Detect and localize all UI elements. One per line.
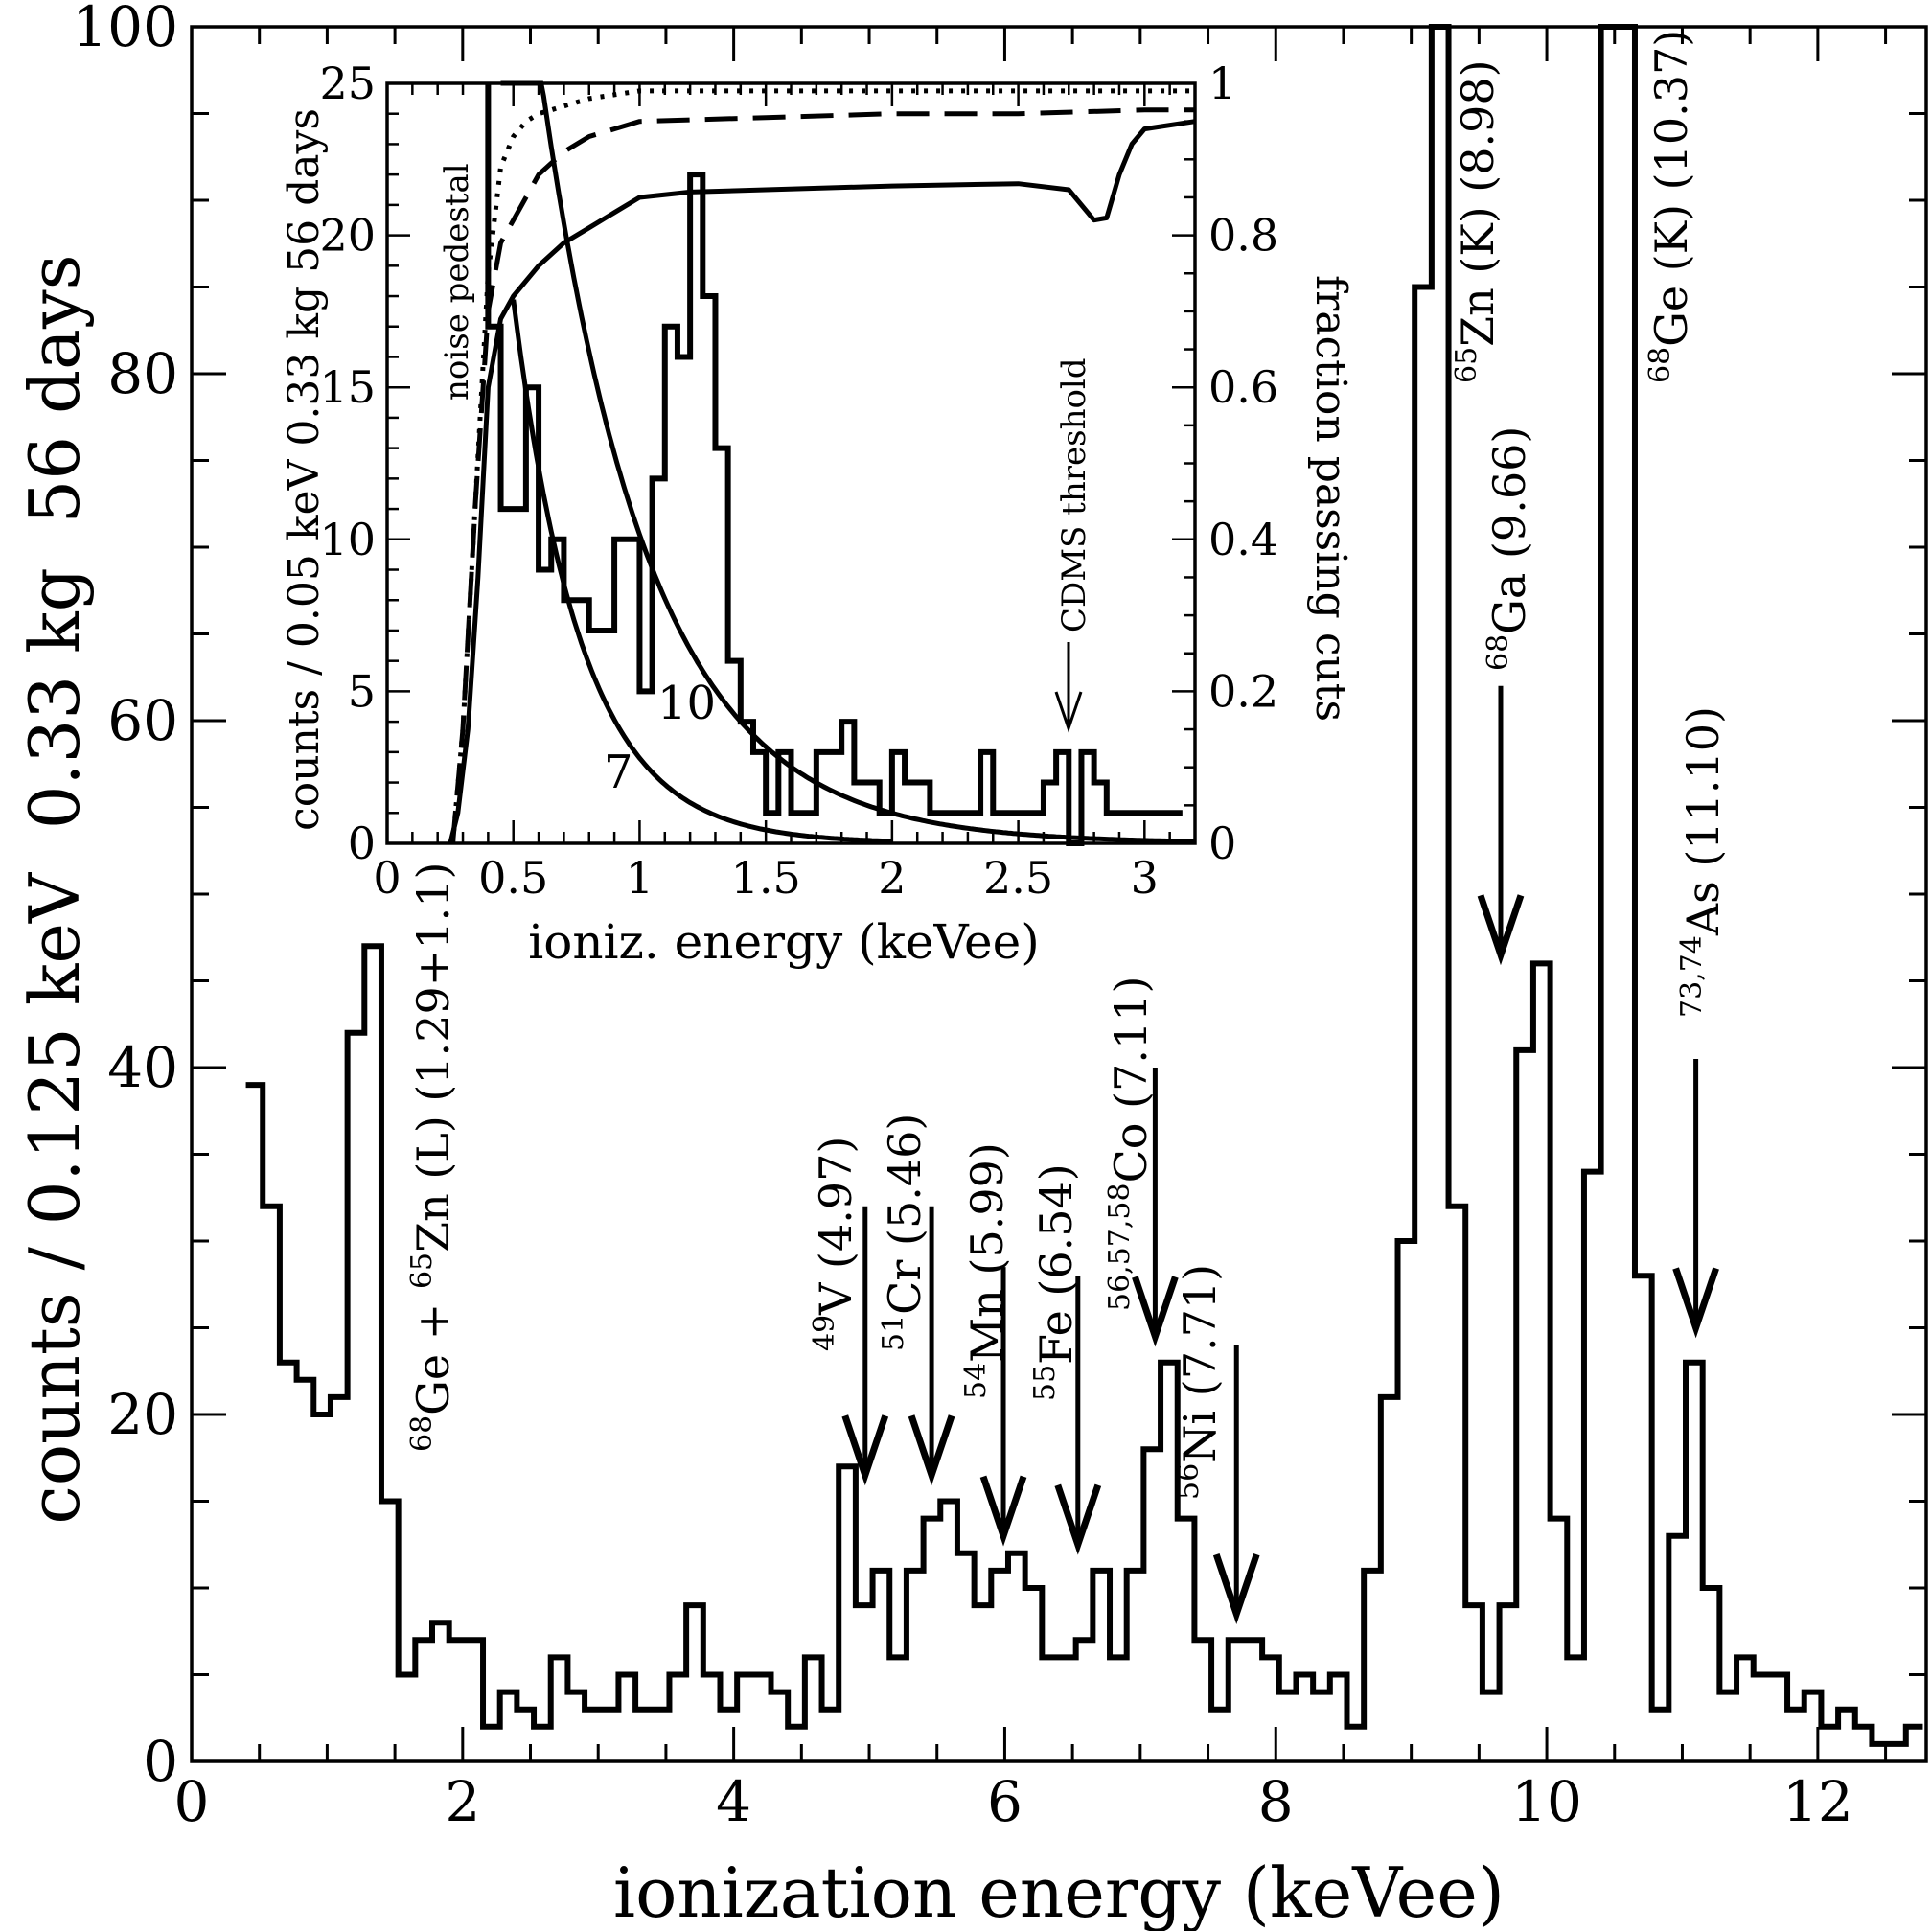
inset-y2-tick-label: 0.8 (1208, 210, 1278, 262)
inset-x-tick-label: 0.5 (478, 852, 548, 904)
main-x-tick-label: 0 (174, 1769, 210, 1834)
main-x-tick-label: 8 (1258, 1769, 1294, 1834)
peak-label-fe: 55Fe (6.54) (1028, 1163, 1082, 1401)
peak-label-zn-k: 65Zn (K) (8.98) (1450, 59, 1504, 383)
fit-curve-7 (511, 299, 892, 844)
peak-arrow (908, 1206, 955, 1486)
inset-y2-tick-label: 1 (1208, 57, 1236, 109)
peak-label-cr: 51Cr (5.46) (877, 1114, 931, 1351)
inset-x-tick-label: 1 (626, 852, 654, 904)
main-histogram (245, 24, 1923, 1747)
inset-x-tick-label: 2 (878, 852, 906, 904)
peak-arrow (1672, 1058, 1719, 1339)
inset-x-tick-label: 2.5 (983, 852, 1053, 904)
cdms-threshold-label: CDMS threshold (1055, 357, 1093, 632)
main-x-tick-label: 6 (987, 1769, 1023, 1834)
inset-y-tick-label: 25 (319, 57, 376, 109)
main-y-tick-label: 100 (72, 0, 178, 59)
peak-arrow (1054, 1276, 1102, 1555)
inset-y-tick-label: 5 (348, 665, 376, 717)
inset-y2-tick-label: 0.4 (1208, 514, 1278, 565)
main-peak-arrows (841, 685, 1719, 1625)
peak-arrow (1132, 1068, 1179, 1347)
curve-label-10: 10 (657, 677, 716, 730)
inset-x-tick-label: 1.5 (731, 852, 801, 904)
inset-y-axis-label: counts / 0.05 keV 0.33 kg 56 days (280, 108, 329, 831)
peak-label-ge-zn-l: 68Ge + 65Zn (L) (1.29+1.1) (405, 862, 459, 1452)
curve-label-7: 7 (604, 746, 633, 799)
peak-label-co: 56,57,58Co (7.11) (1103, 977, 1157, 1311)
peak-arrow (979, 1267, 1027, 1547)
main-y-tick-label: 40 (107, 1035, 178, 1100)
main-x-axis-label: ionization energy (keVee) (613, 1852, 1505, 1931)
inset-y-tick-label: 20 (319, 210, 376, 262)
inset-y-tick-label: 15 (319, 361, 376, 413)
main-x-tick-label: 2 (445, 1769, 480, 1834)
inset-y2-tick-label: 0.2 (1208, 665, 1278, 717)
peak-arrow (1212, 1345, 1260, 1625)
peak-arrow (1477, 685, 1525, 966)
inset-y-tick-label: 10 (319, 514, 376, 565)
main-y-tick-label: 60 (107, 688, 178, 753)
inset-y2-tick-label: 0 (1208, 817, 1236, 869)
main-y-tick-label: 0 (143, 1729, 178, 1794)
peak-label-as: 73,74As (11.10) (1675, 706, 1729, 1018)
peak-label-ga: 68Ga (9.66) (1482, 426, 1535, 671)
efficiency-curve-solid (448, 119, 1196, 844)
inset-y2-axis-label: fraction passing cuts (1306, 275, 1355, 722)
noise-pedestal-label: noise pedestal (438, 163, 476, 401)
main-y-axis-label: counts / 0.125 keV 0.33 kg 56 days (14, 254, 95, 1524)
main-x-tick-label: 12 (1782, 1769, 1853, 1834)
peak-label-ge-k: 68Ge (K) (10.37) (1644, 30, 1697, 383)
peak-label-v: 49V (4.97) (808, 1137, 862, 1351)
inset-y-tick-label: 0 (348, 817, 376, 869)
cdms-threshold-arrow (1054, 642, 1083, 733)
peak-label-ni: 56Ni (7.71) (1172, 1264, 1226, 1500)
peak-label-mn: 54Mn (5.99) (959, 1142, 1013, 1399)
inset-y2-tick-label: 0.6 (1208, 361, 1278, 413)
inset-x-tick-label: 0 (373, 852, 401, 904)
main-tick-marks (190, 25, 1926, 1763)
main-x-tick-label: 4 (716, 1769, 751, 1834)
inset-histogram (485, 83, 1183, 846)
main-y-tick-label: 20 (107, 1382, 178, 1447)
inset-x-axis-label: ioniz. energy (keVee) (528, 914, 1039, 970)
inset-x-tick-label: 3 (1131, 852, 1159, 904)
main-x-tick-label: 10 (1511, 1769, 1582, 1834)
inset-tick-marks (385, 81, 1197, 845)
peak-arrow (841, 1206, 889, 1486)
main-y-tick-label: 80 (107, 341, 178, 406)
